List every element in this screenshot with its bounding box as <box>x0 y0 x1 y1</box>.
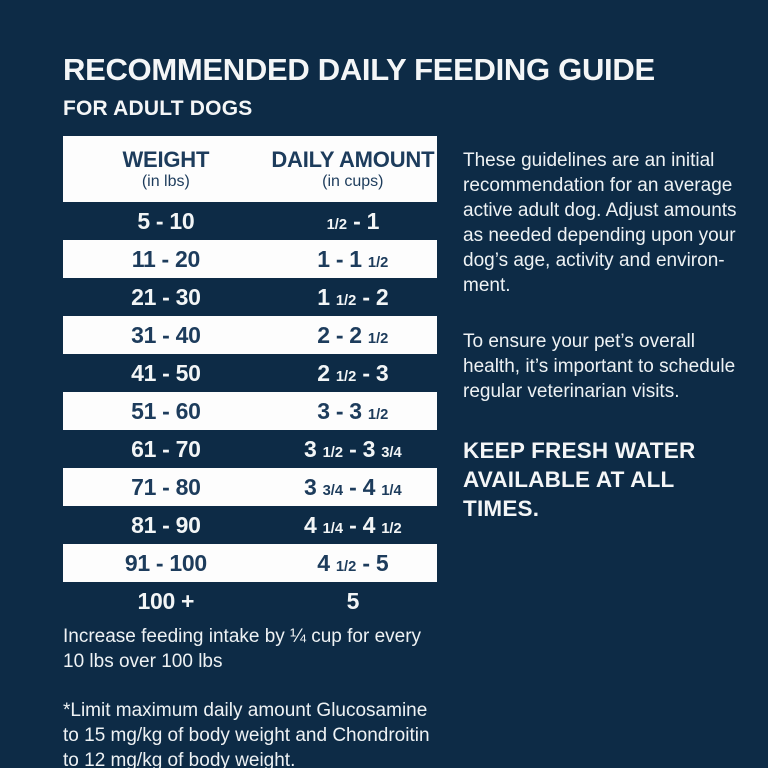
table-row: 31 - 40 2 - 2 1/2 <box>63 316 437 354</box>
weight-cell: 21 - 30 <box>131 283 201 310</box>
page-title: RECOMMENDED DAILY FEEDING GUIDE <box>63 52 655 87</box>
weight-cell: 91 - 100 <box>124 549 207 576</box>
table-column: WEIGHT (in lbs) DAILY AMOUNT (in cups) 5… <box>63 136 437 768</box>
daily-amount-cell: 4 1/4 - 4 1/2 <box>304 511 402 538</box>
weight-cell: 100 + <box>137 587 195 614</box>
daily-amount-cell: 3 3/4 - 4 1/4 <box>304 473 402 500</box>
daily-amount-cell: 2 1/2 - 3 <box>317 359 389 386</box>
note-supplement-limit: *Limit maximum daily amount Glucosamine … <box>63 700 430 768</box>
weight-header-unit: (in lbs) <box>141 172 190 190</box>
page-subtitle: FOR ADULT DOGS <box>63 97 253 120</box>
table-row: 11 - 20 1 - 1 1/2 <box>63 240 437 278</box>
table-row: 21 - 30 1 1/2 - 2 <box>63 278 437 316</box>
feeding-table: WEIGHT (in lbs) DAILY AMOUNT (in cups) 5… <box>63 136 437 620</box>
table-row: 100 + 5 <box>63 582 437 620</box>
feeding-table-header: WEIGHT (in lbs) DAILY AMOUNT (in cups) <box>63 136 437 202</box>
vet-visits-paragraph: To ensure your pet’s overall health, it’… <box>463 331 736 402</box>
daily-amount-header-unit: (in cups) <box>322 172 384 190</box>
content-area: WEIGHT (in lbs) DAILY AMOUNT (in cups) 5… <box>63 136 753 768</box>
daily-amount-cell: 3 - 3 1/2 <box>317 397 389 424</box>
weight-cell: 51 - 60 <box>131 397 201 424</box>
table-row: 41 - 50 2 1/2 - 3 <box>63 354 437 392</box>
weight-cell: 5 - 10 <box>137 207 195 234</box>
daily-amount-cell: 5 <box>346 587 360 614</box>
table-row: 91 - 100 4 1/2 - 5 <box>63 544 437 582</box>
daily-amount-cell: 1 1/2 - 2 <box>317 283 389 310</box>
weight-header-label: WEIGHT <box>122 146 210 172</box>
table-row: 51 - 60 3 - 3 1/2 <box>63 392 437 430</box>
table-row: 71 - 80 3 3/4 - 4 1/4 <box>63 468 437 506</box>
daily-amount-cell: 1/2 - 1 <box>326 207 380 234</box>
weight-cell: 61 - 70 <box>131 435 201 462</box>
feeding-table-body: 5 - 10 1/2 - 1 11 - 20 1 - 1 1/2 21 - 30 1 1/… <box>63 202 437 620</box>
note-increase-intake: Increase feeding intake by ¼ cup for eve… <box>63 626 422 672</box>
daily-amount-cell: 1 - 1 1/2 <box>317 245 389 272</box>
table-row: 5 - 10 1/2 - 1 <box>63 202 437 240</box>
weight-cell: 71 - 80 <box>131 473 201 500</box>
daily-amount-cell: 4 1/2 - 5 <box>317 549 389 576</box>
table-row: 61 - 70 3 1/2 - 3 3/4 <box>63 430 437 468</box>
daily-amount-column-header: DAILY AMOUNT (in cups) <box>269 146 437 191</box>
daily-amount-header-label: DAILY AMOUNT <box>271 146 435 172</box>
guidelines-paragraph: These guidelines are an initial recommen… <box>463 150 737 296</box>
table-row: 81 - 90 4 1/4 - 4 1/2 <box>63 506 437 544</box>
guidelines-column: These guidelines are an initial recommen… <box>463 136 753 768</box>
fresh-water-emphasis: KEEP FRESH WATER AVAILABLE AT ALL TIMES. <box>463 438 696 521</box>
daily-amount-cell: 2 - 2 1/2 <box>317 321 389 348</box>
weight-cell: 11 - 20 <box>131 245 201 272</box>
weight-cell: 31 - 40 <box>131 321 201 348</box>
daily-amount-cell: 3 1/2 - 3 3/4 <box>304 435 402 462</box>
weight-cell: 81 - 90 <box>131 511 201 538</box>
weight-column-header: WEIGHT (in lbs) <box>63 146 269 191</box>
weight-cell: 41 - 50 <box>131 359 201 386</box>
